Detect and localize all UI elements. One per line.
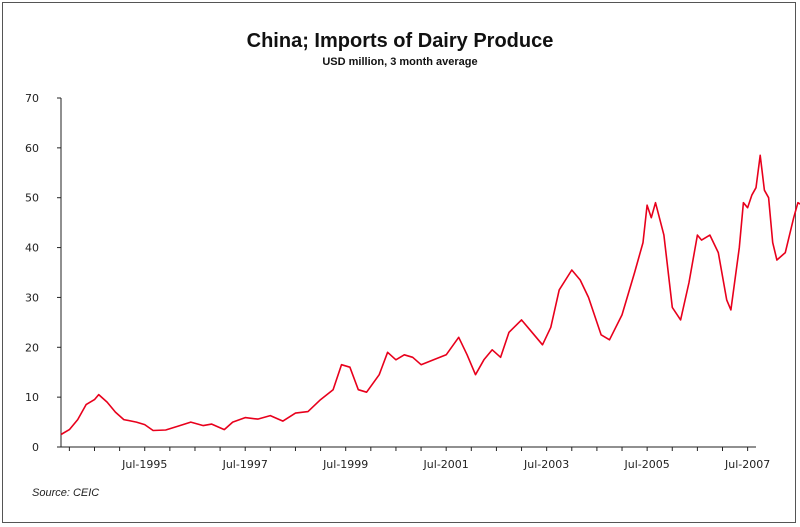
chart-subtitle: USD million, 3 month average [322, 56, 478, 68]
y-tick-label: 10 [25, 391, 39, 404]
x-tick-label: Jul-1995 [121, 458, 167, 471]
series-line [60, 154, 800, 436]
x-tick-label: Jul-2007 [724, 458, 770, 471]
y-tick-label: 50 [25, 192, 39, 205]
x-tick-label: Jul-2003 [523, 458, 569, 471]
y-tick-label: 30 [25, 291, 39, 304]
x-tick-label: Jul-2001 [423, 458, 469, 471]
x-tick-label: Jul-1999 [322, 458, 368, 471]
y-tick-label: 0 [32, 441, 39, 454]
y-tick-label: 40 [25, 242, 39, 255]
x-tick-label: Jul-1997 [222, 458, 268, 471]
y-tick-label: 60 [25, 142, 39, 155]
chart-source: Source: CEIC [32, 487, 100, 499]
y-tick-label: 20 [25, 341, 39, 354]
y-tick-label: 70 [25, 92, 39, 105]
x-tick-label: Jul-2005 [624, 458, 670, 471]
chart-title: China; Imports of Dairy Produce [246, 30, 554, 52]
